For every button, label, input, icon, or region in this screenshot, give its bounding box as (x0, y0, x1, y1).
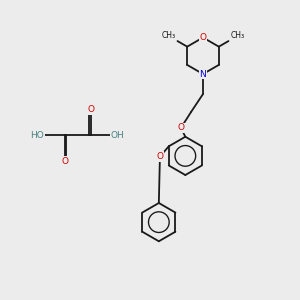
Text: HO: HO (30, 131, 44, 140)
Text: O: O (61, 157, 68, 166)
Text: OH: OH (111, 131, 124, 140)
Text: O: O (156, 152, 164, 161)
Text: N: N (200, 70, 206, 79)
Text: O: O (177, 123, 184, 132)
Text: O: O (200, 33, 206, 42)
Text: O: O (88, 105, 94, 114)
Text: CH₃: CH₃ (162, 31, 176, 40)
Text: CH₃: CH₃ (230, 31, 244, 40)
